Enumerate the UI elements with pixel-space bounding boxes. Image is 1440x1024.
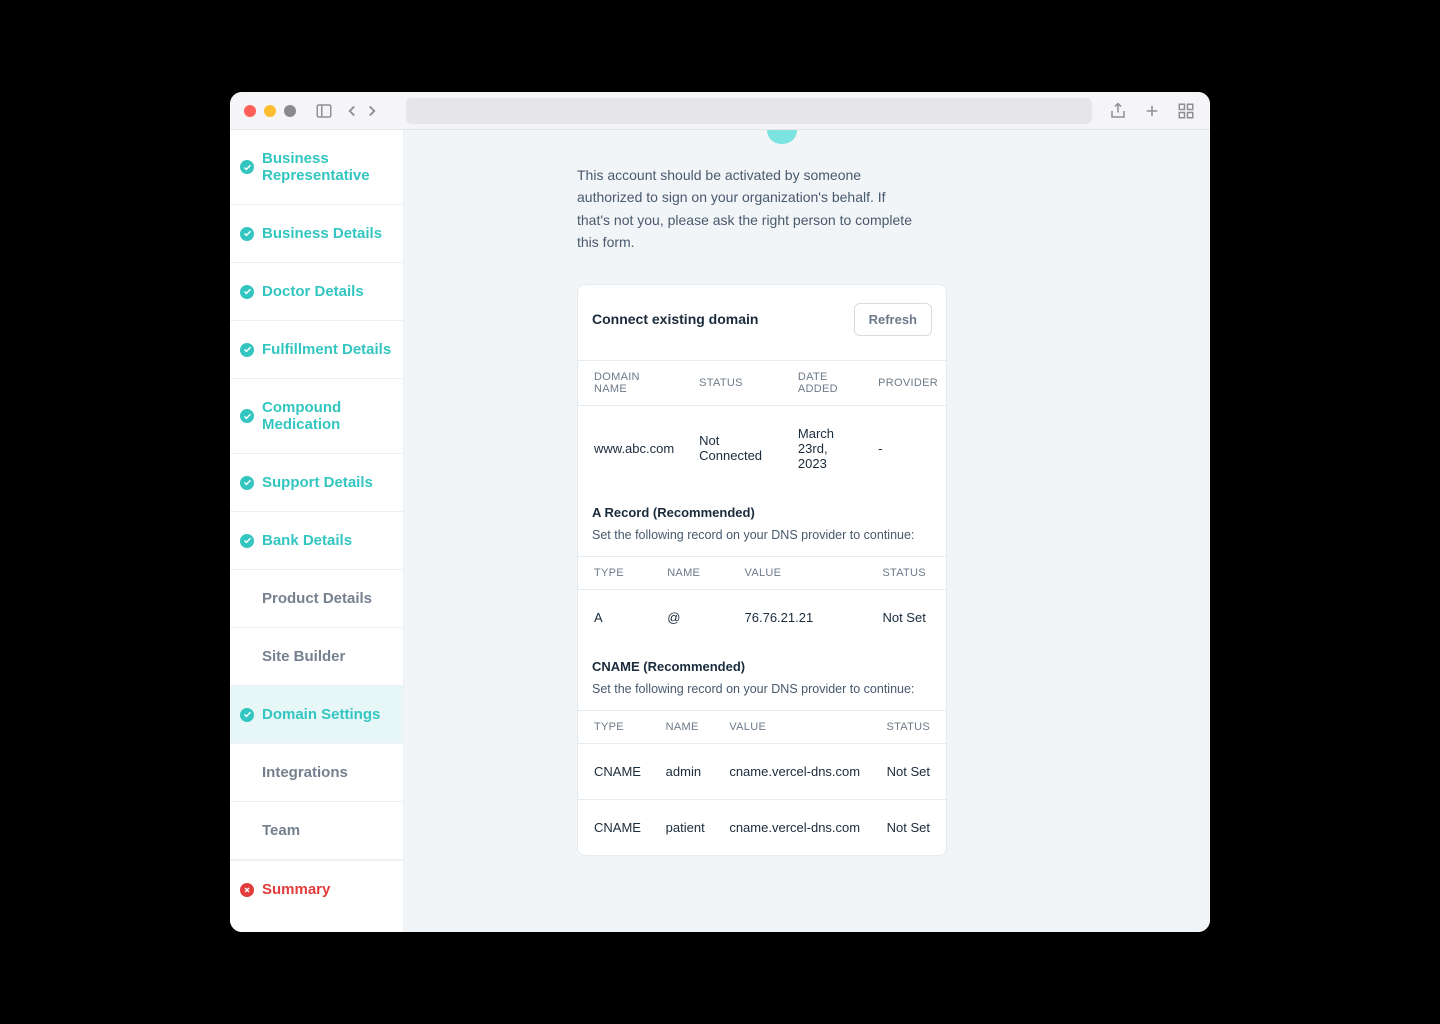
domain-table: DOMAIN NAME STATUS DATE ADDED PROVIDER w…: [578, 360, 946, 491]
check-icon: [240, 534, 254, 548]
cell-type: CNAME: [578, 799, 650, 855]
browser-window: Business Representative Business Details D…: [230, 92, 1210, 932]
minimize-window-icon[interactable]: [264, 105, 276, 117]
refresh-button[interactable]: Refresh: [854, 303, 932, 336]
sidebar: Business Representative Business Details D…: [230, 130, 404, 932]
sidebar-item-label: Team: [240, 822, 393, 839]
cname-desc: Set the following record on your DNS pro…: [592, 682, 932, 696]
cell-name: admin: [650, 743, 714, 799]
col-status: STATUS: [854, 556, 946, 589]
traffic-lights: [244, 105, 296, 117]
sidebar-item-team[interactable]: Team: [230, 802, 403, 860]
back-icon[interactable]: [342, 101, 362, 121]
sidebar-toggle-icon[interactable]: [314, 101, 334, 121]
accent-shape: [767, 130, 797, 144]
cell-type: A: [578, 589, 651, 645]
main-panel: This account should be activated by some…: [404, 130, 1210, 932]
cname-table: TYPE NAME VALUE STATUS CNAMEadmincname.v…: [578, 710, 946, 855]
table-row: A @ 76.76.21.21 Not Set: [578, 589, 946, 645]
cell-name: @: [651, 589, 728, 645]
a-record-title: A Record (Recommended): [592, 505, 932, 520]
sidebar-item-label: Site Builder: [240, 648, 393, 665]
cell-value: 76.76.21.21: [729, 589, 855, 645]
sidebar-item-product-details[interactable]: Product Details: [230, 570, 403, 628]
col-status: STATUS: [683, 360, 782, 405]
sidebar-item-compound-medication[interactable]: Compound Medication: [230, 379, 403, 454]
col-type: TYPE: [578, 710, 650, 743]
content-area: Business Representative Business Details D…: [230, 130, 1210, 932]
a-record-desc: Set the following record on your DNS pro…: [592, 528, 932, 542]
titlebar: [230, 92, 1210, 130]
sidebar-item-label: Business Details: [262, 225, 382, 242]
cell-status: Not Set: [870, 799, 946, 855]
col-value: VALUE: [729, 556, 855, 589]
col-domain: DOMAIN NAME: [578, 360, 683, 405]
col-status: STATUS: [870, 710, 946, 743]
sidebar-item-label: Doctor Details: [262, 283, 364, 300]
sidebar-item-label: Domain Settings: [262, 706, 380, 723]
error-icon: [240, 883, 254, 897]
cell-value: cname.vercel-dns.com: [713, 799, 869, 855]
sidebar-item-support-details[interactable]: Support Details: [230, 454, 403, 512]
sidebar-item-bank-details[interactable]: Bank Details: [230, 512, 403, 570]
sidebar-item-fulfillment-details[interactable]: Fulfillment Details: [230, 321, 403, 379]
forward-icon[interactable]: [362, 101, 382, 121]
sidebar-item-business-representative[interactable]: Business Representative: [230, 130, 403, 205]
cell-date: March 23rd, 2023: [782, 405, 862, 491]
a-record-section: A Record (Recommended) Set the following…: [578, 491, 946, 556]
sidebar-item-domain-settings[interactable]: Domain Settings: [230, 686, 403, 744]
check-icon: [240, 227, 254, 241]
sidebar-item-business-details[interactable]: Business Details: [230, 205, 403, 263]
close-window-icon[interactable]: [244, 105, 256, 117]
cell-domain: www.abc.com: [578, 405, 683, 491]
sidebar-item-label: Fulfillment Details: [262, 341, 391, 358]
sidebar-item-label: Product Details: [240, 590, 393, 607]
sidebar-item-site-builder[interactable]: Site Builder: [230, 628, 403, 686]
cell-type: CNAME: [578, 743, 650, 799]
zoom-window-icon[interactable]: [284, 105, 296, 117]
tabs-overview-icon[interactable]: [1176, 101, 1196, 121]
intro-text: This account should be activated by some…: [577, 154, 1037, 284]
sidebar-item-summary[interactable]: Summary: [230, 860, 403, 918]
sidebar-item-label: Summary: [262, 881, 330, 898]
check-icon: [240, 708, 254, 722]
check-icon: [240, 476, 254, 490]
sidebar-item-label: Business Representative: [262, 150, 393, 184]
col-type: TYPE: [578, 556, 651, 589]
check-icon: [240, 409, 254, 423]
sidebar-item-label: Compound Medication: [262, 399, 393, 433]
col-value: VALUE: [713, 710, 869, 743]
check-icon: [240, 343, 254, 357]
cname-title: CNAME (Recommended): [592, 659, 932, 674]
share-icon[interactable]: [1108, 101, 1128, 121]
cell-status: Not Connected: [683, 405, 782, 491]
sidebar-item-label: Bank Details: [262, 532, 352, 549]
url-bar[interactable]: [406, 98, 1092, 124]
col-name: NAME: [651, 556, 728, 589]
table-row: www.abc.com Not Connected March 23rd, 20…: [578, 405, 946, 491]
domain-card: Connect existing domain Refresh DOMAIN N…: [577, 284, 947, 856]
new-tab-icon[interactable]: [1142, 101, 1162, 121]
col-name: NAME: [650, 710, 714, 743]
a-record-table: TYPE NAME VALUE STATUS A @ 76.76.21.21 N…: [578, 556, 946, 645]
col-provider: PROVIDER: [862, 360, 946, 405]
cell-status: Not Set: [854, 589, 946, 645]
check-icon: [240, 285, 254, 299]
check-icon: [240, 160, 254, 174]
cell-provider: -: [862, 405, 946, 491]
cell-status: Not Set: [870, 743, 946, 799]
cname-section: CNAME (Recommended) Set the following re…: [578, 645, 946, 710]
card-title: Connect existing domain: [592, 311, 758, 327]
col-date: DATE ADDED: [782, 360, 862, 405]
table-row: CNAMEadmincname.vercel-dns.comNot Set: [578, 743, 946, 799]
table-row: CNAMEpatientcname.vercel-dns.comNot Set: [578, 799, 946, 855]
sidebar-item-doctor-details[interactable]: Doctor Details: [230, 263, 403, 321]
cell-value: cname.vercel-dns.com: [713, 743, 869, 799]
sidebar-item-label: Integrations: [240, 764, 393, 781]
cell-name: patient: [650, 799, 714, 855]
sidebar-item-integrations[interactable]: Integrations: [230, 744, 403, 802]
sidebar-item-label: Support Details: [262, 474, 373, 491]
